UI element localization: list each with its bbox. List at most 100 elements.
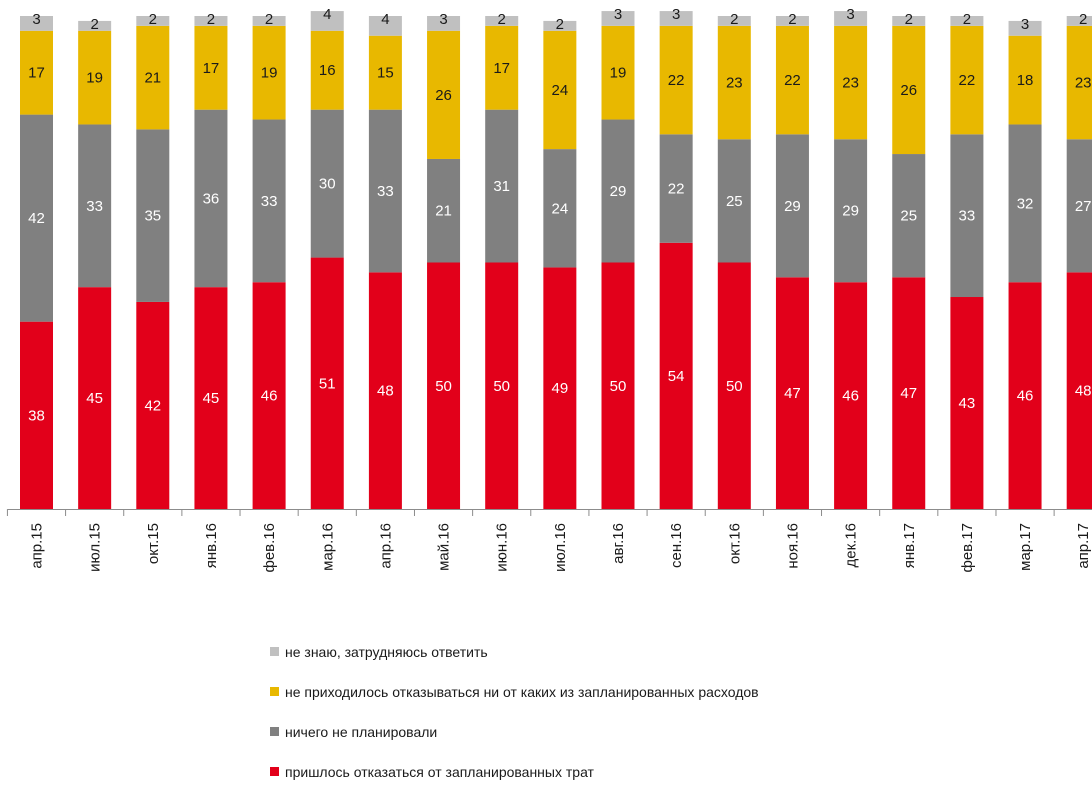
bar-dont-know-5 (310, 11, 344, 31)
data-label-had-to-refuse-1: 45 (86, 390, 103, 407)
bar-dont-know-3 (194, 16, 228, 26)
legend-label-dont-know: не знаю, затрудняюсь ответить (285, 644, 488, 660)
bar-dont-know-13 (775, 16, 809, 26)
bar-no-refusal-16 (950, 25, 984, 135)
bar-dont-know-9 (543, 20, 577, 31)
bar-nothing-planned-15 (892, 154, 926, 278)
bar-had-to-refuse-0 (20, 321, 53, 509)
legend-label-had-to-refuse: пришлось отказаться от запланированных т… (285, 764, 594, 780)
bar-nothing-planned-13 (775, 134, 809, 278)
x-tick-label-12: окт.16 (726, 523, 743, 564)
bar-no-refusal-3 (194, 25, 228, 110)
data-label-no-refusal-12: 23 (726, 75, 743, 92)
data-label-had-to-refuse-3: 45 (203, 390, 220, 407)
data-label-nothing-planned-18: 27 (1075, 198, 1092, 215)
bar-had-to-refuse-17 (1008, 282, 1042, 509)
data-label-dont-know-12: 2 (730, 11, 738, 28)
x-tick-label-18: апр.17 (1075, 523, 1092, 569)
bar-no-refusal-15 (892, 25, 926, 155)
bar-nothing-planned-3 (194, 109, 228, 288)
bar-no-refusal-0 (20, 30, 53, 115)
bar-had-to-refuse-10 (601, 262, 635, 509)
bar-had-to-refuse-2 (136, 301, 170, 509)
bar-dont-know-15 (892, 16, 926, 26)
bar-dont-know-16 (950, 16, 984, 26)
data-label-nothing-planned-1: 33 (86, 198, 103, 215)
data-label-had-to-refuse-4: 46 (261, 388, 278, 405)
x-tick-label-13: ноя.16 (784, 523, 801, 569)
data-label-nothing-planned-0: 42 (28, 210, 45, 227)
bar-nothing-planned-17 (1008, 124, 1042, 283)
bar-nothing-planned-8 (485, 109, 519, 263)
x-tick-label-14: дек.16 (843, 523, 860, 568)
bar-no-refusal-12 (717, 25, 751, 140)
bar-nothing-planned-16 (950, 134, 984, 298)
data-label-no-refusal-1: 19 (86, 70, 103, 87)
bar-had-to-refuse-4 (252, 282, 286, 509)
data-label-no-refusal-15: 26 (900, 82, 917, 99)
bar-no-refusal-10 (601, 25, 635, 120)
bar-dont-know-11 (659, 11, 693, 26)
bar-dont-know-17 (1008, 20, 1042, 36)
bar-had-to-refuse-5 (310, 257, 344, 509)
x-tick-label-3: янв.16 (203, 523, 220, 568)
bar-nothing-planned-9 (543, 149, 577, 268)
data-label-no-refusal-11: 22 (668, 72, 685, 89)
data-label-nothing-planned-11: 22 (668, 181, 685, 198)
data-label-nothing-planned-16: 33 (959, 208, 976, 225)
bar-nothing-planned-2 (136, 129, 170, 302)
legend-label-no-refusal: не приходилось отказываться ни от каких … (285, 684, 759, 700)
bar-no-refusal-9 (543, 30, 577, 150)
data-label-had-to-refuse-10: 50 (610, 378, 627, 395)
x-tick-label-17: мар.17 (1017, 523, 1034, 571)
bar-had-to-refuse-13 (775, 277, 809, 509)
data-label-nothing-planned-12: 25 (726, 193, 743, 210)
bar-nothing-planned-7 (427, 158, 461, 263)
x-tick-label-2: окт.15 (145, 523, 162, 564)
data-label-no-refusal-5: 16 (319, 62, 336, 79)
data-label-nothing-planned-9: 24 (552, 200, 569, 217)
bar-dont-know-8 (485, 16, 519, 26)
data-label-nothing-planned-2: 35 (144, 208, 161, 225)
x-tick-label-8: июн.16 (494, 523, 511, 572)
bar-had-to-refuse-14 (834, 282, 868, 509)
data-label-had-to-refuse-15: 47 (900, 385, 917, 402)
bar-had-to-refuse-8 (485, 262, 519, 509)
data-label-no-refusal-7: 26 (435, 87, 452, 104)
legend-item-dont-know: не знаю, затрудняюсь ответить (270, 644, 759, 660)
bar-no-refusal-5 (310, 30, 344, 110)
bar-nothing-planned-6 (368, 109, 402, 273)
legend-item-no-refusal: не приходилось отказываться ни от каких … (270, 684, 759, 700)
data-label-dont-know-17: 3 (1021, 16, 1029, 33)
chart-legend: не знаю, затрудняюсь ответить не приходи… (270, 644, 759, 804)
data-label-had-to-refuse-2: 42 (144, 397, 161, 414)
x-tick-label-7: май.16 (436, 523, 453, 571)
legend-swatch-nothing-planned (270, 727, 279, 736)
data-label-nothing-planned-7: 21 (435, 203, 452, 220)
x-tick-label-4: фев.16 (261, 523, 278, 573)
bar-had-to-refuse-3 (194, 287, 228, 509)
bar-had-to-refuse-18 (1066, 272, 1092, 509)
data-label-no-refusal-3: 17 (203, 60, 220, 77)
data-label-no-refusal-2: 21 (144, 70, 161, 87)
bar-nothing-planned-10 (601, 119, 635, 263)
x-tick-label-11: сен.16 (668, 523, 685, 568)
data-label-had-to-refuse-16: 43 (959, 395, 976, 412)
x-tick-label-5: мар.16 (319, 523, 336, 571)
bar-had-to-refuse-16 (950, 297, 984, 509)
bar-no-refusal-2 (136, 25, 170, 130)
data-label-dont-know-4: 2 (265, 11, 273, 28)
data-label-no-refusal-16: 22 (959, 72, 976, 89)
bar-nothing-planned-12 (717, 139, 751, 263)
bar-no-refusal-18 (1066, 25, 1092, 140)
bar-dont-know-0 (20, 16, 53, 31)
x-tick-label-0: апр.15 (29, 523, 46, 569)
legend-item-nothing-planned: ничего не планировали (270, 724, 759, 740)
data-label-nothing-planned-15: 25 (900, 208, 917, 225)
bar-no-refusal-11 (659, 25, 693, 135)
data-label-dont-know-18: 2 (1079, 11, 1087, 28)
data-label-dont-know-9: 2 (556, 16, 564, 33)
legend-label-nothing-planned: ничего не планировали (285, 724, 438, 740)
bar-dont-know-12 (717, 16, 751, 26)
data-label-no-refusal-14: 23 (842, 75, 859, 92)
